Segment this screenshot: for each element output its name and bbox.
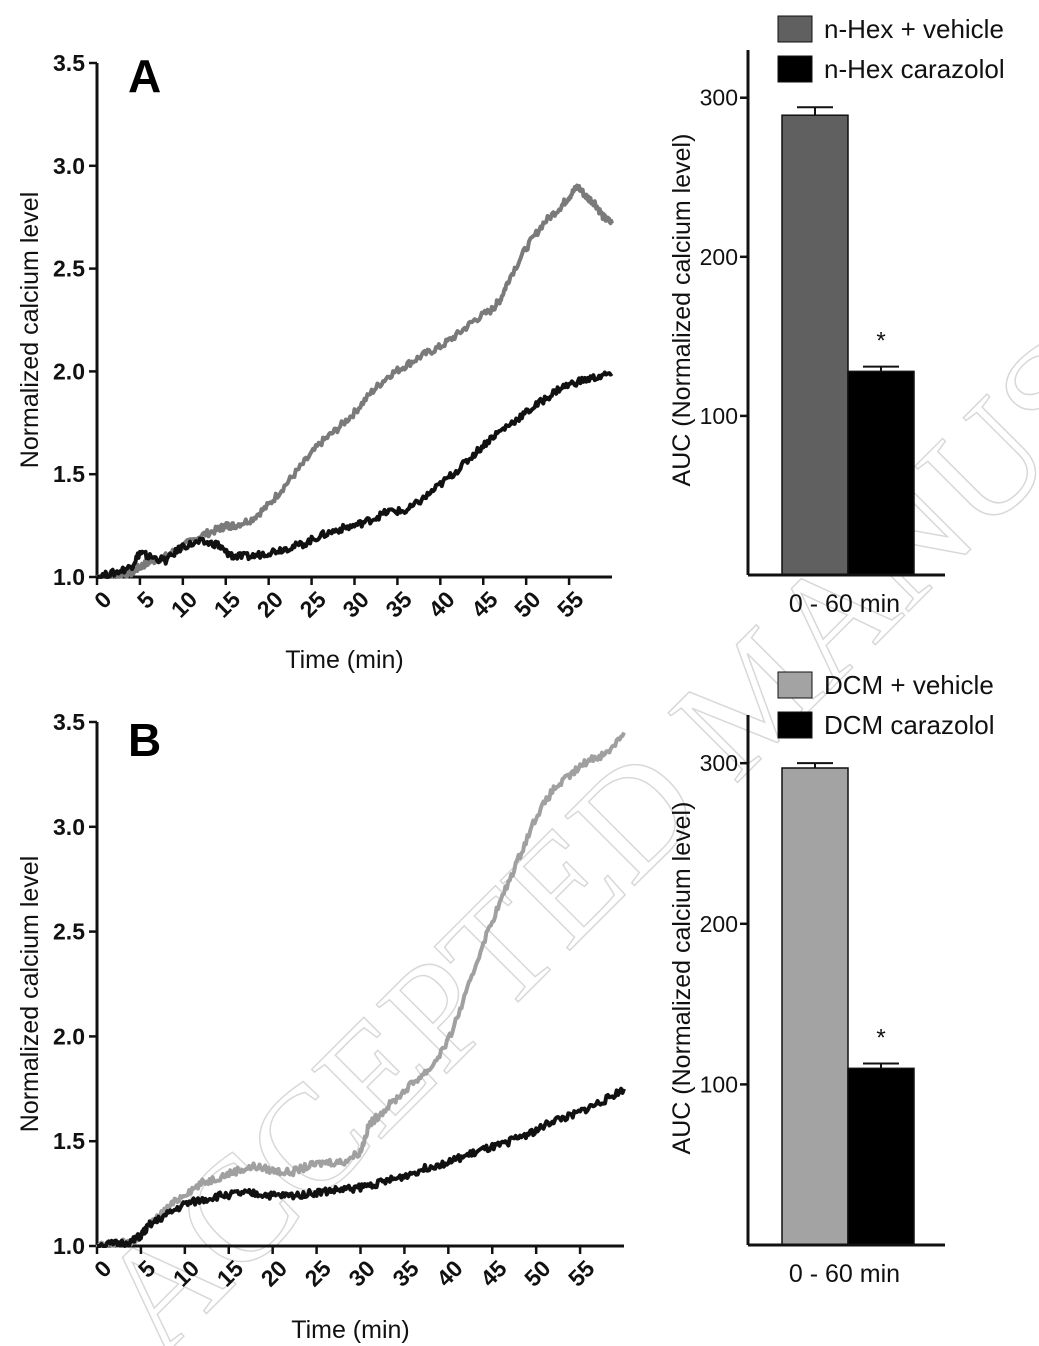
category-label: 0 - 60 min xyxy=(789,590,900,618)
category-label: 0 - 60 min xyxy=(789,1260,900,1288)
series-line xyxy=(96,1086,626,1248)
panel-letter: B xyxy=(128,714,161,766)
bar xyxy=(847,1067,915,1246)
y-tick-label: 3.0 xyxy=(53,814,85,840)
y-tick-label: 1.5 xyxy=(53,1128,85,1154)
y-tick-label: 2.0 xyxy=(53,1023,85,1049)
y-tick-label: 300 xyxy=(700,85,738,111)
series-line xyxy=(96,183,614,579)
legend-label: DCM + vehicle xyxy=(824,670,994,700)
x-tick-label: 45 xyxy=(475,1255,512,1292)
significance-star: * xyxy=(876,328,885,355)
x-tick-label: 10 xyxy=(166,586,202,622)
x-tick-label: 35 xyxy=(380,586,417,623)
x-tick-label: 5 xyxy=(132,586,160,614)
x-tick-label: 45 xyxy=(466,586,503,623)
y-axis-title: AUC (Normalized calcium level) xyxy=(668,802,696,1155)
y-tick-label: 300 xyxy=(700,750,738,776)
y-tick-label: 3.5 xyxy=(53,709,85,735)
series-line xyxy=(95,731,626,1248)
y-tick-label: 100 xyxy=(700,403,738,429)
bar xyxy=(781,114,849,576)
x-tick-label: 15 xyxy=(209,586,246,623)
legend-swatch xyxy=(777,671,813,699)
bar xyxy=(781,767,849,1246)
legend-swatch xyxy=(777,15,813,43)
y-axis-title: Normalized calcium level xyxy=(16,192,44,468)
x-tick-label: 50 xyxy=(509,586,545,622)
y-tick-label: 3.0 xyxy=(53,153,85,179)
legend-label: n-Hex carazolol xyxy=(824,54,1005,84)
panel-a-bar-chart: n-Hex + vehicle * n-Hex carazolol 100 200 300… xyxy=(668,14,1005,618)
y-tick-label: 1.5 xyxy=(53,461,85,487)
x-tick-label: 55 xyxy=(563,1255,600,1292)
x-axis-title: Time (min) xyxy=(291,1316,410,1344)
y-axis-title: AUC (Normalized calcium level) xyxy=(668,134,696,487)
x-tick-label: 0 xyxy=(89,586,116,613)
legend-label: n-Hex + vehicle xyxy=(824,14,1004,44)
bar xyxy=(847,370,915,576)
x-tick-label: 40 xyxy=(423,586,459,622)
y-axis-title: Normalized calcium level xyxy=(16,856,44,1132)
y-tick-label: 2.5 xyxy=(53,919,85,945)
x-tick-label: 30 xyxy=(343,1255,379,1291)
series-line xyxy=(96,370,614,579)
y-tick-label: 2.5 xyxy=(53,256,85,282)
x-tick-label: 30 xyxy=(337,586,373,622)
legend-label: DCM carazolol xyxy=(824,710,995,740)
y-tick-label: 1.0 xyxy=(53,1233,85,1259)
x-tick-label: 50 xyxy=(519,1255,555,1291)
y-tick-label: 2.0 xyxy=(53,358,85,384)
x-axis-title: Time (min) xyxy=(285,646,404,674)
y-tick-label: 1.0 xyxy=(53,564,85,590)
x-tick-label: 40 xyxy=(431,1255,467,1291)
x-tick-label: 35 xyxy=(387,1255,424,1292)
y-tick-label: 3.5 xyxy=(53,50,85,76)
y-tick-label: 200 xyxy=(700,911,738,937)
legend-swatch xyxy=(777,711,813,739)
panel-a-line-chart: 1.0 1.5 2.0 2.5 3.0 3.5 0 5 10 15 20 25 30 35 40 45 50 55… xyxy=(16,50,614,674)
panel-b-bar-chart: DCM + vehicle * DCM carazolol 100 200 300 0 - … xyxy=(668,670,995,1288)
x-tick-label: 55 xyxy=(552,586,589,623)
legend-swatch xyxy=(777,55,813,83)
significance-star: * xyxy=(876,1025,885,1052)
y-tick-label: 100 xyxy=(700,1071,738,1097)
x-tick-label: 20 xyxy=(252,586,288,622)
y-tick-label: 200 xyxy=(700,244,738,270)
x-tick-label: 25 xyxy=(295,586,332,623)
panel-letter: A xyxy=(128,50,161,102)
